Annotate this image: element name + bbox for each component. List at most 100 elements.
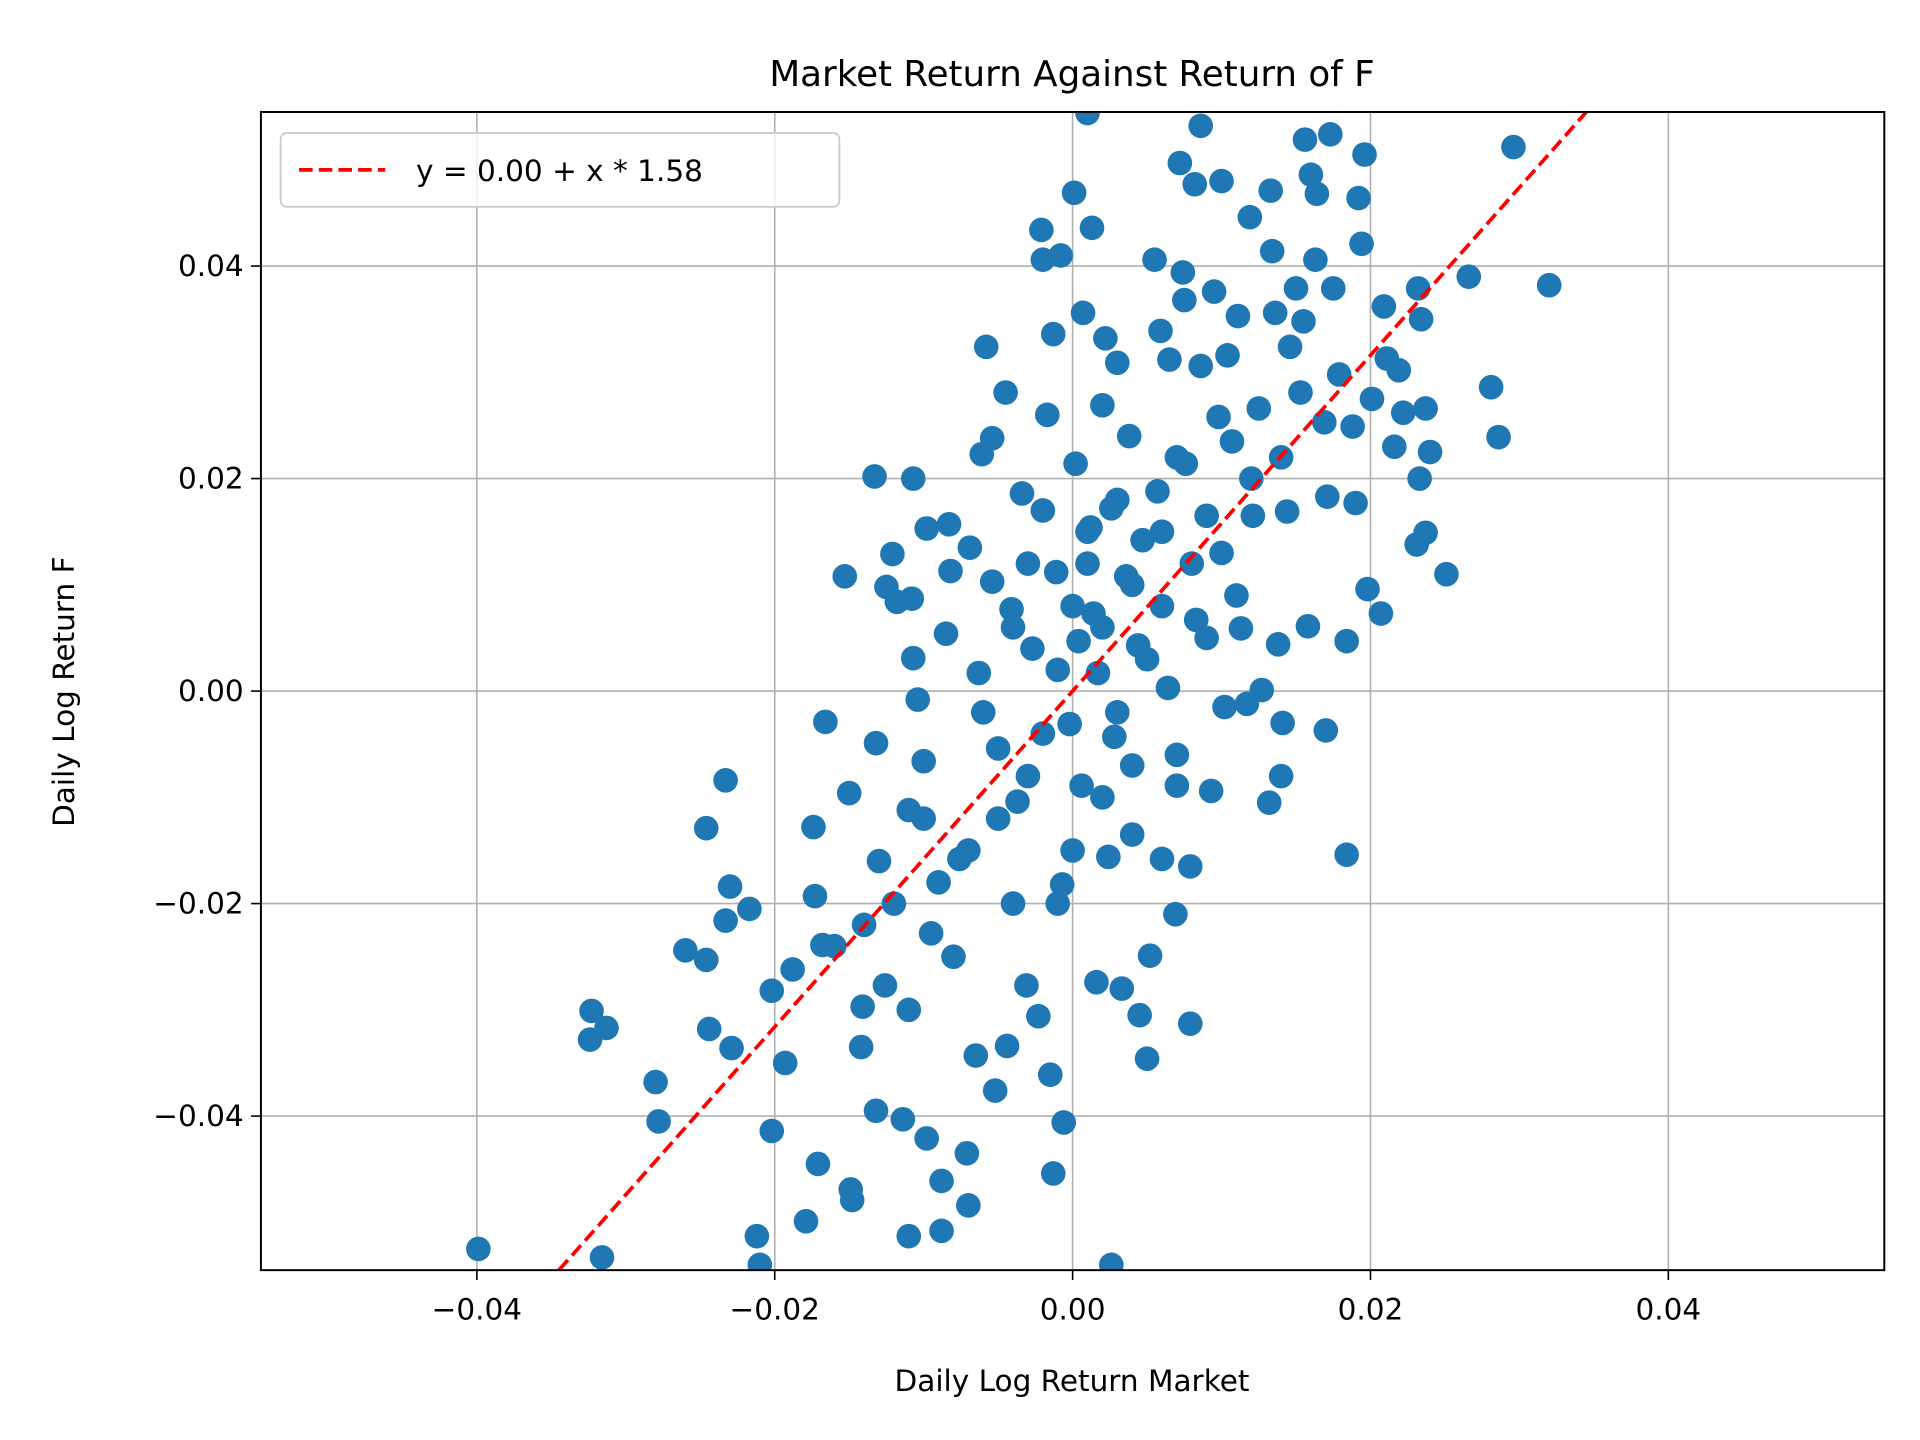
scatter-point xyxy=(936,511,962,537)
scatter-point xyxy=(1093,326,1118,351)
scatter-point xyxy=(646,1109,671,1134)
scatter-point xyxy=(1177,854,1203,879)
x-axis-label: Daily Log Return Market xyxy=(895,1364,1250,1398)
x-tick-label: 0.00 xyxy=(1040,1292,1106,1326)
scatter-point xyxy=(1020,636,1045,661)
scatter-point xyxy=(1179,551,1205,576)
scatter-point xyxy=(1030,498,1056,523)
scatter-point xyxy=(759,1118,785,1144)
scatter-point xyxy=(1164,445,1190,470)
scatter-point xyxy=(793,1208,819,1234)
scatter-point xyxy=(900,466,926,491)
scatter-point xyxy=(589,1245,615,1270)
scatter-point xyxy=(1049,872,1075,897)
scatter-point xyxy=(994,1033,1020,1059)
scatter-point xyxy=(941,944,966,970)
scatter-point xyxy=(839,1187,865,1213)
scatter-point xyxy=(880,541,905,567)
scatter-point xyxy=(1246,396,1272,421)
scatter-point xyxy=(1119,822,1145,847)
scatter-point xyxy=(1119,572,1145,598)
points xyxy=(466,112,1562,1271)
scatter-point xyxy=(1343,490,1368,516)
scatter-point xyxy=(594,1015,619,1041)
scatter-point xyxy=(1259,238,1285,264)
scatter-point xyxy=(1177,1011,1203,1036)
scatter-point xyxy=(1061,180,1087,206)
scatter-point xyxy=(1292,127,1318,152)
scatter-point xyxy=(1274,499,1300,524)
scatter-point xyxy=(1340,414,1365,439)
scatter-point xyxy=(1043,559,1069,585)
scatter-point xyxy=(890,1106,916,1132)
scatter-point xyxy=(963,1043,989,1068)
scatter-point xyxy=(1194,625,1219,651)
scatter-point xyxy=(1478,374,1504,400)
scatter-point xyxy=(1258,178,1284,203)
scatter-point xyxy=(1371,294,1397,319)
scatter-point xyxy=(1099,1252,1124,1271)
scatter-point xyxy=(1368,601,1394,626)
scatter-point xyxy=(1215,343,1240,368)
scatter-point xyxy=(466,1236,491,1262)
scatter-point xyxy=(993,380,1018,405)
scatter-point xyxy=(1051,1110,1076,1135)
scatter-point xyxy=(1130,527,1155,553)
scatter-point xyxy=(1045,657,1071,683)
scatter-point xyxy=(1060,838,1085,863)
scatter-point xyxy=(1015,551,1041,576)
scatter-point xyxy=(805,1151,831,1177)
scatter-point xyxy=(1075,112,1100,126)
scatter-point xyxy=(813,709,838,735)
scatter-point xyxy=(1170,260,1196,285)
scatter-point xyxy=(1352,142,1377,167)
scatter-point xyxy=(1167,150,1193,176)
scatter-point xyxy=(1134,1046,1160,1072)
scatter-point xyxy=(1000,615,1026,640)
scatter-point xyxy=(696,1016,722,1042)
scatter-point xyxy=(1084,969,1109,995)
scatter-point xyxy=(929,1218,954,1244)
scatter-point xyxy=(956,838,981,863)
scatter-point xyxy=(1228,616,1254,641)
scatter-point xyxy=(1209,540,1234,566)
scatter-point xyxy=(832,564,858,589)
scatter-point xyxy=(1265,632,1291,657)
scatter-point xyxy=(863,1098,889,1124)
scatter-point xyxy=(1317,122,1343,147)
scatter-point xyxy=(1127,1002,1152,1028)
scatter-point xyxy=(914,516,939,541)
scatter-point xyxy=(1104,487,1130,513)
scatter-point xyxy=(1212,694,1237,720)
scatter-point xyxy=(985,736,1011,761)
scatter-point xyxy=(1040,321,1066,347)
scatter-point xyxy=(1109,976,1135,1001)
scatter-point xyxy=(1201,279,1227,304)
scatter-point xyxy=(1149,519,1175,545)
scatter-point xyxy=(1291,309,1316,334)
scatter-point xyxy=(1417,439,1443,465)
scatter-point xyxy=(1066,628,1091,654)
scatter-point xyxy=(1164,773,1190,798)
scatter-point xyxy=(1085,660,1111,686)
scatter-point xyxy=(973,334,999,360)
scatter-point xyxy=(985,806,1011,831)
scatter-point xyxy=(1096,844,1121,870)
scatter-point xyxy=(850,994,875,1019)
scatter-point xyxy=(1155,675,1181,701)
scatter-point xyxy=(1040,1161,1066,1186)
scatter-point xyxy=(911,748,936,774)
scatter-point xyxy=(1060,593,1085,619)
scatter-point xyxy=(1382,434,1407,460)
scatter-point xyxy=(1456,264,1482,289)
scatter-point xyxy=(866,848,892,874)
scatter-point xyxy=(1256,790,1282,815)
scatter-point xyxy=(1075,551,1100,576)
scatter-point xyxy=(1346,185,1371,211)
scatter-point xyxy=(1183,607,1209,633)
scatter-point xyxy=(1149,846,1175,872)
scatter-point xyxy=(1057,711,1082,737)
scatter-point xyxy=(918,921,944,946)
